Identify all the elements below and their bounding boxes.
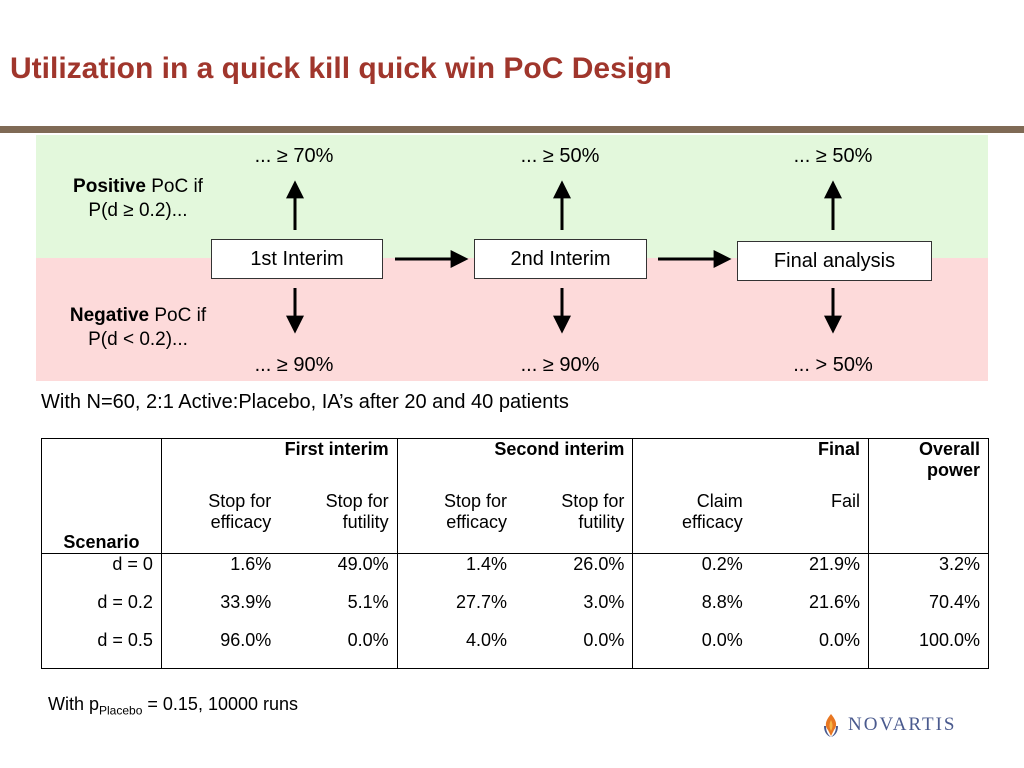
positive-label-bold: Positive [73, 176, 146, 197]
positive-label-rest: PoC if [145, 176, 203, 197]
interim2-positive-threshold: ... ≥ 50% [520, 145, 600, 167]
value-cell: 70.4% [928, 592, 980, 612]
value-cell: 4.0% [465, 630, 507, 650]
subheader-fail: Fail [750, 491, 870, 554]
note-prefix: With p [48, 694, 100, 714]
title-divider [0, 126, 1024, 133]
value-cell: 96.0% [220, 630, 272, 650]
value-cell: 1.6% [161, 553, 280, 592]
final-analysis-box: Final analysis [737, 241, 932, 281]
positive-label-condition: P(d ≥ 0.2)... [88, 200, 188, 221]
design-caption: With N=60, 2:1 Active:Placebo, IA’s afte… [41, 391, 569, 413]
group-header-first-interim: First interim [161, 438, 398, 491]
note-subscript: Placebo [99, 703, 143, 718]
value-cell: 21.6% [750, 592, 870, 630]
final-negative-threshold: ... > 50% [793, 354, 873, 376]
value-cell: 5.1% [279, 592, 398, 630]
negative-label-bold: Negative [69, 305, 150, 326]
value-cell: 0.0% [750, 630, 870, 669]
value-cell: 0.2% [632, 553, 751, 592]
table-subheader-row: Stop for efficacy Stop for futility Stop… [42, 491, 989, 554]
value-cell: 3.2% [868, 553, 989, 592]
value-cell: 1.4% [397, 553, 515, 592]
negative-poc-label: Negative PoC if P(d < 0.2)... [38, 304, 238, 352]
subheader-stop-futility-2: Stop for futility [515, 491, 634, 554]
group-header-final: Final [632, 438, 870, 491]
positive-poc-label: Positive PoC if P(d ≥ 0.2)... [38, 175, 238, 223]
subheader-stop-efficacy-1: Stop for efficacy [208, 491, 272, 532]
value-cell: 100.0% [918, 630, 980, 650]
subheader-stop-efficacy-2: Stop for efficacy [443, 491, 507, 532]
simulation-note: With pPlacebo = 0.15, 10000 runs [48, 694, 298, 718]
first-interim-box: 1st Interim [211, 239, 383, 279]
negative-label-condition: P(d < 0.2)... [88, 329, 188, 350]
value-cell: 8.8% [701, 592, 743, 612]
note-suffix: = 0.15, 10000 runs [142, 694, 299, 714]
interim1-negative-threshold: ... ≥ 90% [254, 354, 334, 376]
value-cell: 33.9% [220, 592, 272, 612]
subheader-stop-futility-1: Stop for futility [279, 491, 398, 554]
value-cell: 0.0% [701, 630, 743, 650]
value-cell: 3.0% [515, 592, 634, 630]
value-cell: 21.9% [750, 553, 870, 592]
scenario-header: Scenario [41, 438, 162, 554]
interim1-positive-threshold: ... ≥ 70% [254, 145, 334, 167]
value-cell: 26.0% [515, 553, 634, 592]
value-cell: 0.0% [279, 630, 398, 669]
value-cell: 27.7% [455, 592, 507, 612]
table-row: d = 0.5 96.0% 0.0% 4.0% 0.0% 0.0% 0.0% 1… [41, 630, 989, 669]
novartis-wordmark: NOVARTIS [848, 714, 957, 735]
subheader-claim-efficacy: Claim efficacy [682, 491, 743, 532]
negative-label-rest: PoC if [149, 305, 207, 326]
slide-title: Utilization in a quick kill quick win Po… [10, 52, 672, 85]
results-table: Scenario First interim Second interim Fi… [41, 438, 989, 669]
scenario-cell: d = 0.2 [41, 592, 162, 630]
interim2-negative-threshold: ... ≥ 90% [520, 354, 600, 376]
group-header-overall-power: Overall power [918, 439, 980, 480]
final-positive-threshold: ... ≥ 50% [793, 145, 873, 167]
table-group-header-row: Scenario First interim Second interim Fi… [41, 438, 989, 554]
flame-icon [824, 714, 838, 737]
table-row: d = 0 1.6% 49.0% 1.4% 26.0% 0.2% 21.9% 3… [41, 553, 989, 592]
value-cell: 49.0% [279, 553, 398, 592]
table-row: d = 0.2 33.9% 5.1% 27.7% 3.0% 8.8% 21.6%… [41, 592, 989, 630]
second-interim-box: 2nd Interim [474, 239, 647, 279]
group-header-second-interim: Second interim [397, 438, 634, 491]
value-cell: 0.0% [515, 630, 634, 669]
novartis-logo: NOVARTIS [820, 712, 956, 738]
scenario-cell: d = 0.5 [41, 630, 162, 669]
scenario-cell: d = 0 [41, 553, 162, 592]
